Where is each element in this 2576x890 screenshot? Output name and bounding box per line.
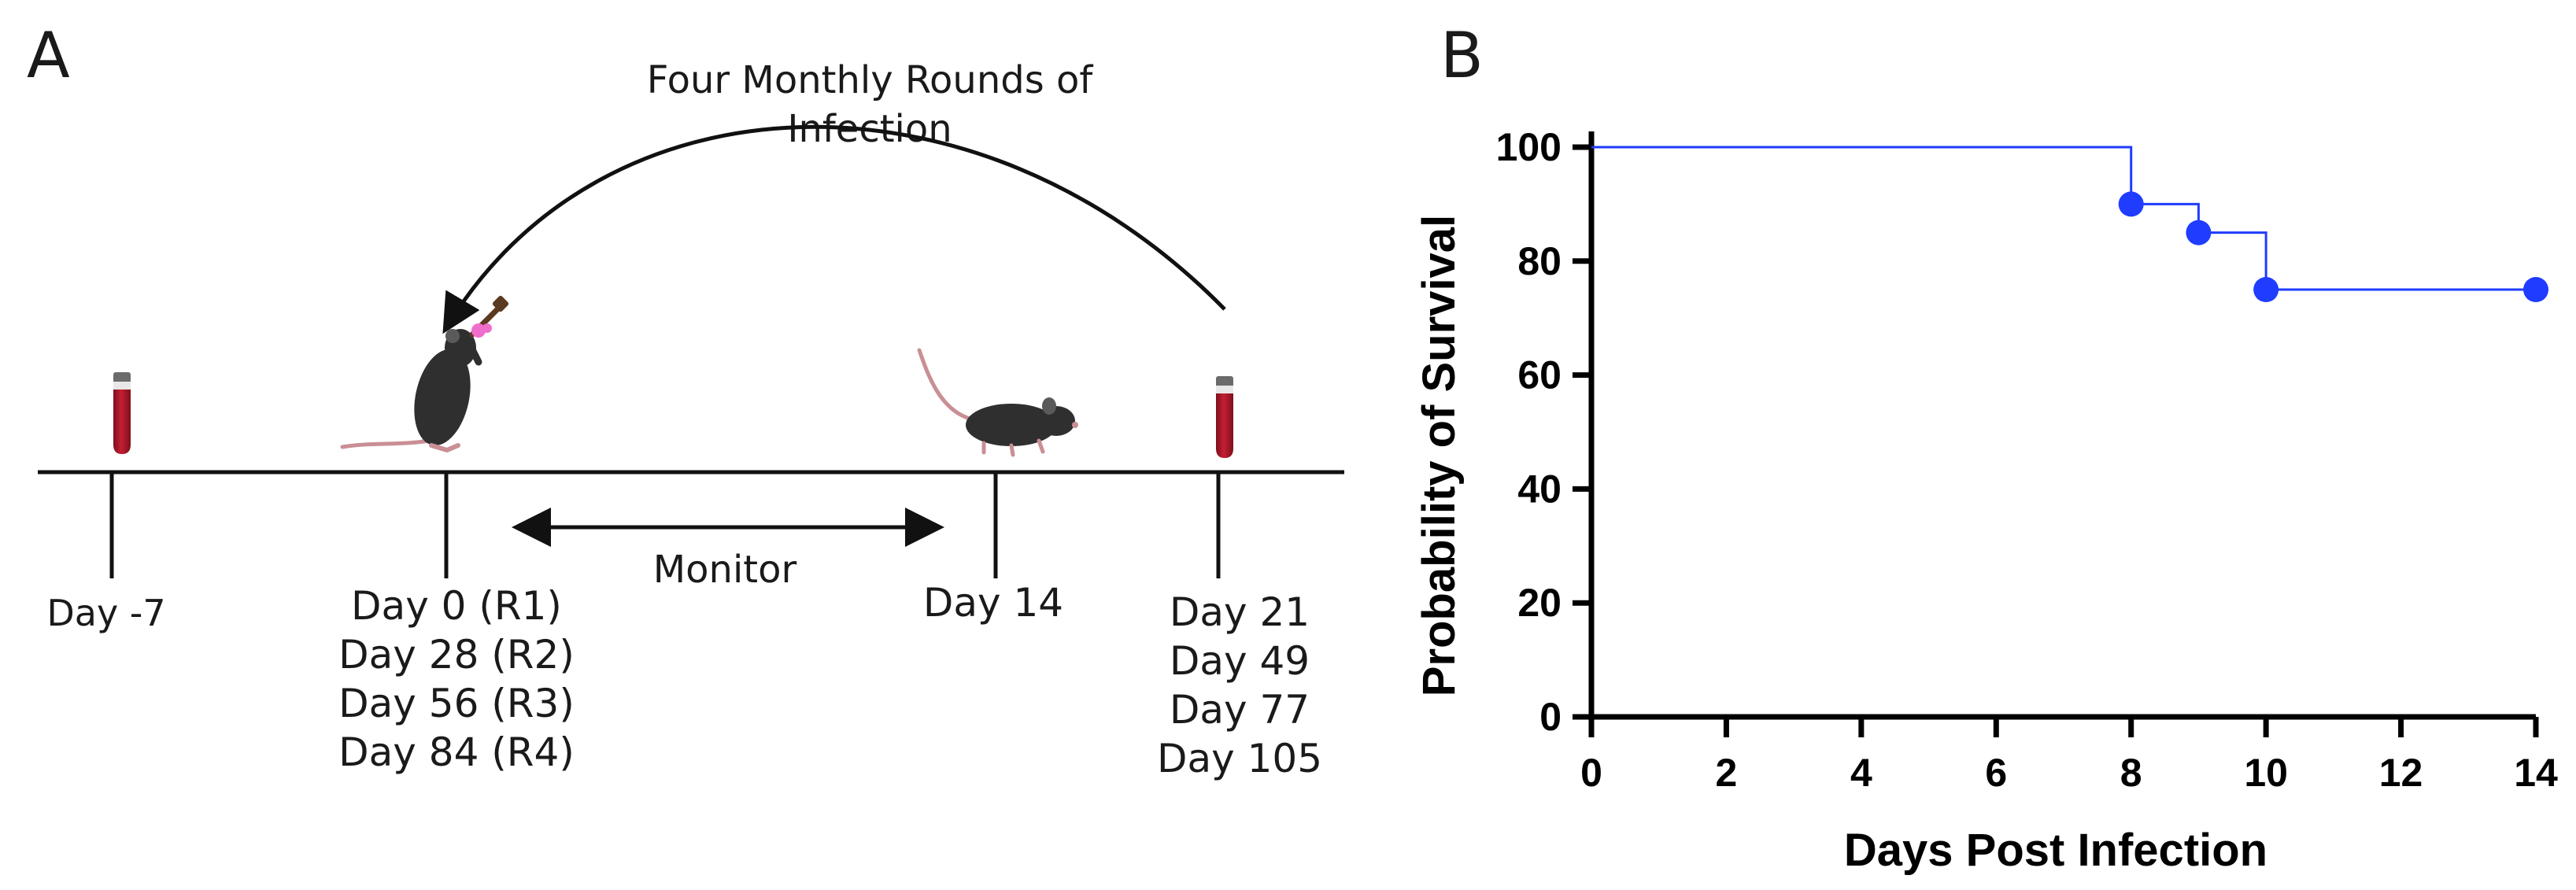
timepoint-label: Day 105 [1157,736,1322,781]
y-axis-title: Probability of Survival [1414,215,1465,696]
blood-tube-icon [1216,376,1233,458]
x-tick-label: 10 [2244,751,2288,795]
x-tick-label: 2 [1716,751,1738,795]
timepoint-label: Day 49 [1170,638,1310,684]
monitor-label: Monitor [653,548,797,592]
y-tick-label: 80 [1517,239,1561,283]
panel-a: A Four Monthly Rounds of Infection Monit… [27,19,1344,781]
panel-a-label: A [27,19,70,92]
censor-marker [2186,220,2212,246]
x-tick-label: 14 [2514,751,2558,795]
timepoint-label: Day 84 (R4) [338,729,575,775]
panel-b-label: B [1440,19,1484,92]
survival-chart: 0 20 40 60 80 100 0 2 4 6 8 10 12 14 Days Post Infecti… [1414,125,2558,876]
censor-marker [2253,277,2279,302]
timepoint-day-14: Day 14 [923,580,1063,626]
timepoint-label: Day 21 [1170,589,1310,635]
censor-marker [2118,191,2144,217]
timepoint-label: Day 28 (R2) [338,632,575,678]
blood-tube-icon [113,372,131,454]
timepoint-infection-rounds: Day 0 (R1) Day 28 (R2) Day 56 (R3) Day 8… [338,583,575,775]
y-tick-label: 100 [1496,125,1561,169]
y-tick-label: 40 [1517,467,1561,511]
y-tick-label: 20 [1517,581,1561,625]
timepoint-day-minus-7: Day -7 [46,592,165,634]
x-tick-label: 6 [1985,751,2007,795]
mouse-icon [917,348,1078,457]
timepoint-label: Day 0 (R1) [351,583,562,629]
x-tick-label: 12 [2379,751,2423,795]
x-tick-label: 4 [1850,751,1872,795]
timepoint-label: Day -7 [46,592,165,634]
infected-mouse-icon [340,295,509,453]
timepoint-label: Day 56 (R3) [338,681,575,726]
y-tick-label: 60 [1517,353,1561,397]
x-axis-title: Days Post Infection [1844,825,2267,876]
x-tick-label: 8 [2120,751,2142,795]
timepoint-bleed-days: Day 21 Day 49 Day 77 Day 105 [1157,589,1322,781]
y-tick-label: 0 [1539,695,1561,739]
timepoint-label: Day 77 [1170,687,1310,733]
x-tick-label: 0 [1580,751,1602,795]
infection-cycle-arrow [442,124,1226,334]
survival-curve [1591,146,2536,291]
censor-marker [2523,277,2548,302]
timepoint-label: Day 14 [923,580,1063,626]
panel-b: B 0 20 40 60 80 100 0 2 4 6 8 10 12 14 Days Post Infec… [1414,19,2558,876]
arc-caption-line-1: Four Monthly Rounds of [647,58,1094,102]
